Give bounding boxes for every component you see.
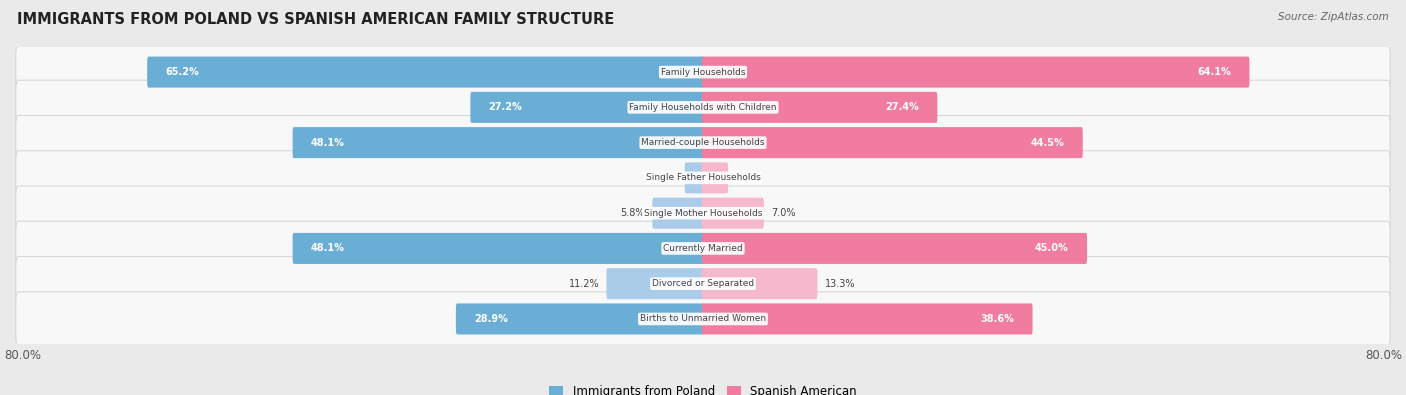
FancyBboxPatch shape — [606, 268, 704, 299]
Legend: Immigrants from Poland, Spanish American: Immigrants from Poland, Spanish American — [544, 380, 862, 395]
FancyBboxPatch shape — [15, 186, 1391, 240]
Text: 13.3%: 13.3% — [825, 279, 855, 289]
Text: Births to Unmarried Women: Births to Unmarried Women — [640, 314, 766, 324]
FancyBboxPatch shape — [292, 127, 704, 158]
Text: Divorced or Separated: Divorced or Separated — [652, 279, 754, 288]
FancyBboxPatch shape — [15, 151, 1391, 205]
Text: 65.2%: 65.2% — [166, 67, 200, 77]
FancyBboxPatch shape — [702, 198, 763, 229]
FancyBboxPatch shape — [292, 233, 704, 264]
FancyBboxPatch shape — [15, 115, 1391, 170]
FancyBboxPatch shape — [702, 268, 817, 299]
Text: 48.1%: 48.1% — [311, 137, 344, 148]
Text: 27.4%: 27.4% — [886, 102, 920, 112]
Text: 5.8%: 5.8% — [620, 208, 645, 218]
Text: 2.0%: 2.0% — [652, 173, 678, 183]
Text: 38.6%: 38.6% — [980, 314, 1014, 324]
FancyBboxPatch shape — [652, 198, 704, 229]
Text: 27.2%: 27.2% — [489, 102, 523, 112]
FancyBboxPatch shape — [702, 127, 1083, 158]
Text: 7.0%: 7.0% — [770, 208, 796, 218]
FancyBboxPatch shape — [148, 56, 704, 88]
Text: Single Father Households: Single Father Households — [645, 173, 761, 182]
FancyBboxPatch shape — [15, 221, 1391, 276]
FancyBboxPatch shape — [15, 45, 1391, 99]
FancyBboxPatch shape — [456, 303, 704, 335]
FancyBboxPatch shape — [702, 303, 1032, 335]
FancyBboxPatch shape — [702, 162, 728, 194]
Text: Currently Married: Currently Married — [664, 244, 742, 253]
Text: Source: ZipAtlas.com: Source: ZipAtlas.com — [1278, 12, 1389, 22]
FancyBboxPatch shape — [471, 92, 704, 123]
FancyBboxPatch shape — [702, 233, 1087, 264]
Text: 64.1%: 64.1% — [1198, 67, 1232, 77]
Text: 44.5%: 44.5% — [1031, 137, 1064, 148]
Text: 48.1%: 48.1% — [311, 243, 344, 254]
Text: 2.8%: 2.8% — [735, 173, 759, 183]
Text: 28.9%: 28.9% — [474, 314, 508, 324]
FancyBboxPatch shape — [15, 256, 1391, 311]
Text: 11.2%: 11.2% — [568, 279, 599, 289]
Text: Family Households: Family Households — [661, 68, 745, 77]
Text: Married-couple Households: Married-couple Households — [641, 138, 765, 147]
FancyBboxPatch shape — [702, 56, 1250, 88]
Text: Single Mother Households: Single Mother Households — [644, 209, 762, 218]
FancyBboxPatch shape — [685, 162, 704, 194]
Text: Family Households with Children: Family Households with Children — [630, 103, 776, 112]
Text: 45.0%: 45.0% — [1035, 243, 1069, 254]
Text: IMMIGRANTS FROM POLAND VS SPANISH AMERICAN FAMILY STRUCTURE: IMMIGRANTS FROM POLAND VS SPANISH AMERIC… — [17, 12, 614, 27]
FancyBboxPatch shape — [15, 80, 1391, 135]
FancyBboxPatch shape — [702, 92, 938, 123]
FancyBboxPatch shape — [15, 292, 1391, 346]
